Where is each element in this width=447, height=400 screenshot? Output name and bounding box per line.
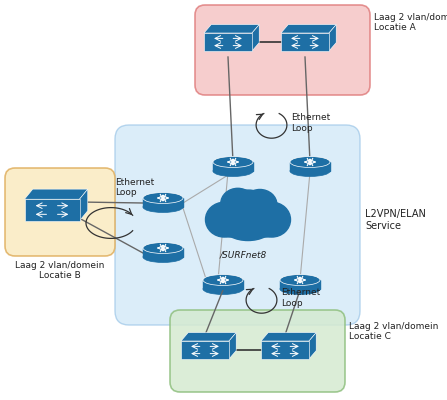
Ellipse shape xyxy=(143,192,183,204)
Polygon shape xyxy=(329,25,336,51)
Ellipse shape xyxy=(250,214,280,237)
Bar xyxy=(143,198,183,207)
Bar xyxy=(281,33,329,51)
Ellipse shape xyxy=(290,156,330,168)
Text: Ethernet
Loop: Ethernet Loop xyxy=(291,113,330,133)
Polygon shape xyxy=(25,189,88,199)
Polygon shape xyxy=(281,25,336,33)
Bar xyxy=(290,162,330,171)
Ellipse shape xyxy=(253,202,291,237)
Ellipse shape xyxy=(224,215,272,240)
Ellipse shape xyxy=(216,214,246,237)
Ellipse shape xyxy=(213,166,253,176)
Polygon shape xyxy=(309,333,316,359)
Ellipse shape xyxy=(280,284,320,294)
Polygon shape xyxy=(261,333,316,341)
Ellipse shape xyxy=(143,242,183,254)
Bar xyxy=(213,162,253,171)
Ellipse shape xyxy=(203,274,243,286)
Text: Laag 2 vlan/domein
Locatie C: Laag 2 vlan/domein Locatie C xyxy=(349,322,439,341)
Polygon shape xyxy=(204,25,259,33)
Ellipse shape xyxy=(203,284,243,294)
Bar xyxy=(203,280,243,289)
Ellipse shape xyxy=(143,202,183,212)
Bar xyxy=(261,341,309,359)
Text: Ethernet
Loop: Ethernet Loop xyxy=(281,288,320,308)
Polygon shape xyxy=(252,25,259,51)
Bar xyxy=(204,33,252,51)
Ellipse shape xyxy=(221,188,255,218)
Polygon shape xyxy=(229,333,236,359)
Polygon shape xyxy=(181,333,236,341)
FancyBboxPatch shape xyxy=(115,125,360,325)
Text: L2VPN/ELAN
Service: L2VPN/ELAN Service xyxy=(365,209,426,231)
FancyBboxPatch shape xyxy=(170,310,345,392)
FancyBboxPatch shape xyxy=(5,168,115,256)
Text: Ethernet
Loop: Ethernet Loop xyxy=(115,178,154,197)
Polygon shape xyxy=(80,189,88,221)
Text: /SURFnet8: /SURFnet8 xyxy=(219,251,266,260)
Bar xyxy=(143,248,183,257)
Ellipse shape xyxy=(213,156,253,168)
FancyBboxPatch shape xyxy=(195,5,370,95)
Text: Laag 2 vlan/domein
Locatie B: Laag 2 vlan/domein Locatie B xyxy=(15,261,105,280)
Ellipse shape xyxy=(143,252,183,262)
Ellipse shape xyxy=(290,166,330,176)
Ellipse shape xyxy=(243,190,277,220)
Ellipse shape xyxy=(221,190,275,234)
Bar xyxy=(25,199,80,221)
Ellipse shape xyxy=(206,202,243,237)
Bar xyxy=(181,341,229,359)
Bar xyxy=(280,280,320,289)
Text: Laag 2 vlan/domein
Locatie A: Laag 2 vlan/domein Locatie A xyxy=(374,13,447,32)
Ellipse shape xyxy=(280,274,320,286)
